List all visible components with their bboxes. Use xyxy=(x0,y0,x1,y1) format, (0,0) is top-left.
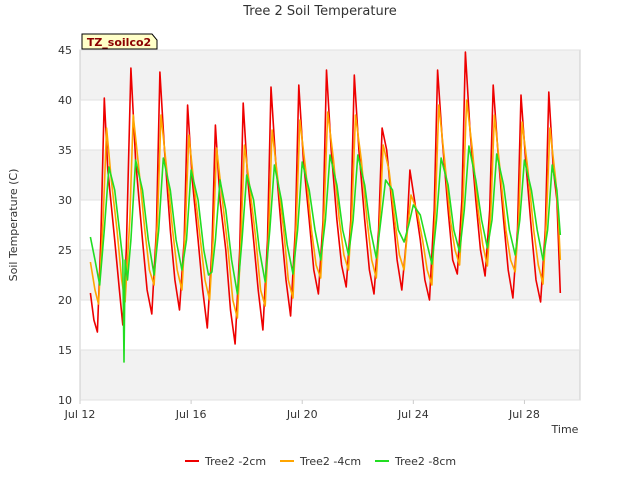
y-tick-label: 15 xyxy=(58,344,72,357)
x-tick-label: Jul 28 xyxy=(508,408,540,421)
annotation-shape xyxy=(81,33,158,50)
gridlines xyxy=(80,49,580,401)
x-axis-label: Time xyxy=(551,423,579,436)
grid-band xyxy=(80,50,580,100)
y-axis-label: Soil Temperature (C) xyxy=(7,169,20,282)
legend-label: Tree2 -2cm xyxy=(204,455,266,468)
y-tick-label: 10 xyxy=(58,394,72,407)
grid-band xyxy=(80,250,580,300)
annotation-label: TZ_soilco2 xyxy=(87,36,151,49)
x-tick-label: Jul 12 xyxy=(64,408,96,421)
series-line-8cm xyxy=(89,145,562,363)
legend-label: Tree2 -8cm xyxy=(394,455,456,468)
y-tick-label: 45 xyxy=(58,44,72,57)
y-axis-ticks: 10 15 20 25 30 35 40 45 xyxy=(58,44,72,407)
grid-band xyxy=(80,350,580,400)
annotation-box: TZ_soilco2 xyxy=(81,33,158,50)
x-tick-label: Jul 24 xyxy=(397,408,429,421)
y-tick-label: 40 xyxy=(58,94,72,107)
chart-title: Tree 2 Soil Temperature xyxy=(242,4,397,19)
x-axis-ticks: Jul 12 Jul 16 Jul 20 Jul 24 Jul 28 xyxy=(64,400,540,421)
legend-label: Tree2 -4cm xyxy=(299,455,361,468)
x-tick-label: Jul 16 xyxy=(175,408,207,421)
y-tick-label: 30 xyxy=(58,194,72,207)
y-tick-label: 20 xyxy=(58,294,72,307)
series-layer xyxy=(89,51,562,363)
y-tick-label: 35 xyxy=(58,144,72,157)
y-tick-label: 25 xyxy=(58,244,72,257)
x-tick-label: Jul 20 xyxy=(286,408,318,421)
legend: Tree2 -2cm Tree2 -4cm Tree2 -8cm xyxy=(185,455,456,468)
